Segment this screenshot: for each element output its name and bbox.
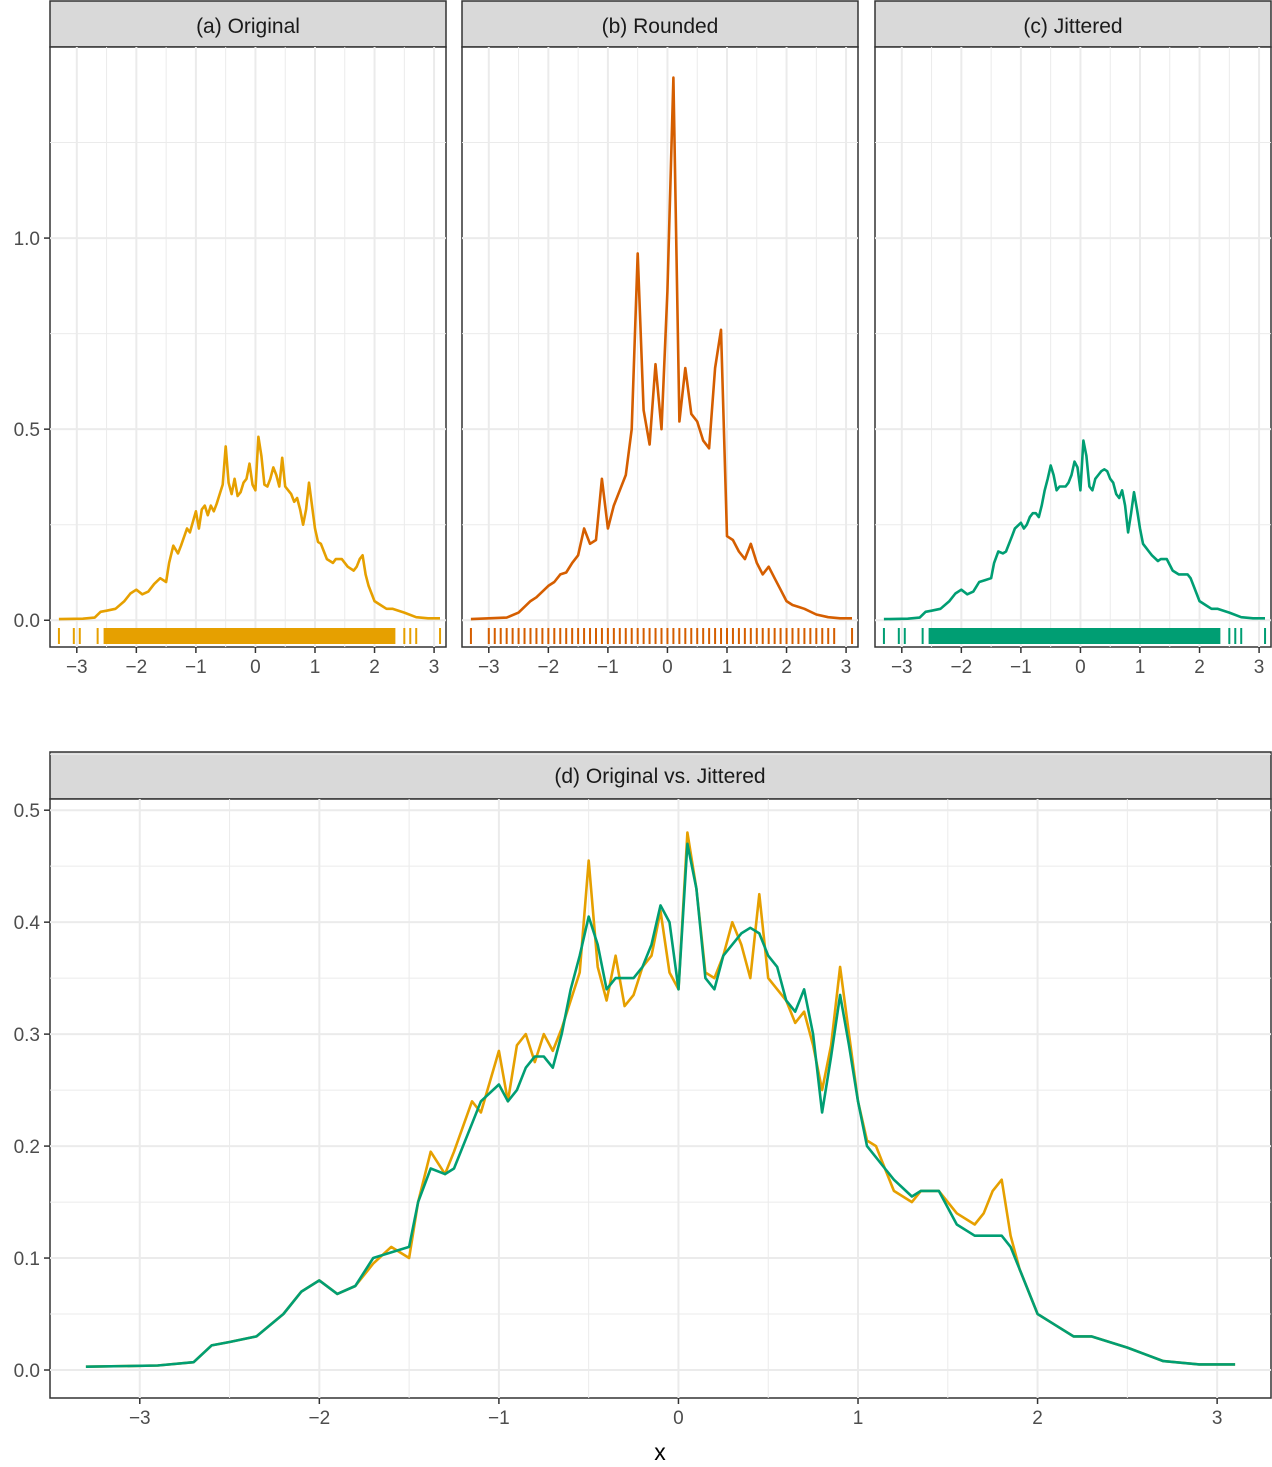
panel-a-title: (a) Original xyxy=(196,15,300,38)
panel-c: (c) Jittered −3 −2 −1 0 1 2 3 xyxy=(874,0,1272,678)
x-tick-label: 3 xyxy=(841,657,852,678)
panel-c-x-axis: −3 −2 −1 0 1 2 3 xyxy=(891,647,1264,678)
panel-a-density-line xyxy=(58,435,440,621)
panel-c-grid xyxy=(875,47,1271,647)
panel-b-x-axis: −3 −2 −1 0 1 2 3 xyxy=(478,647,851,678)
x-tick-label: 3 xyxy=(429,657,440,678)
x-tick-label: 1 xyxy=(310,657,321,678)
y-tick-label: 0.5 xyxy=(14,420,40,441)
x-tick-label: 3 xyxy=(1212,1408,1223,1429)
panel-a-rug xyxy=(57,628,442,644)
x-tick-label: −3 xyxy=(129,1408,151,1429)
y-tick-label: 0.5 xyxy=(14,801,40,822)
panel-a-y-axis: 0.0 0.5 1.0 xyxy=(14,229,50,632)
panel-c-strip xyxy=(874,0,1272,48)
x-tick-label: 2 xyxy=(1194,657,1205,678)
panel-d-strip xyxy=(49,751,1272,800)
panel-c-rug xyxy=(882,628,1267,644)
y-tick-label: 0.2 xyxy=(14,1137,40,1158)
x-tick-label: −1 xyxy=(597,657,619,678)
panel-c-density-line xyxy=(883,439,1265,621)
x-tick-label: 1 xyxy=(1135,657,1146,678)
x-tick-label: 3 xyxy=(1254,657,1265,678)
x-tick-label: 0 xyxy=(250,657,261,678)
panel-b-grid xyxy=(462,47,858,647)
x-tick-label: −1 xyxy=(488,1408,510,1429)
panel-d: (d) Original vs. Jittered −3 −2 −1 0 1 2 3 0.0… xyxy=(14,751,1272,1465)
panel-c-title: (c) Jittered xyxy=(1023,15,1122,38)
panel-d-grid xyxy=(50,753,1271,1398)
panel-d-plot-area xyxy=(49,798,1272,1399)
x-tick-label: 0 xyxy=(662,657,673,678)
x-tick-label: −3 xyxy=(66,657,88,678)
panel-a: (a) Original −3 −2 −1 0 1 2 3 0.0 0.5 1.0 xyxy=(14,0,447,678)
panel-b-plot-area xyxy=(461,46,859,648)
x-tick-label: −1 xyxy=(185,657,207,678)
y-tick-label: 0.0 xyxy=(14,1361,40,1382)
panel-a-x-axis: −3 −2 −1 0 1 2 3 xyxy=(66,647,439,678)
x-tick-label: 0 xyxy=(1075,657,1086,678)
panel-b-rug xyxy=(469,628,854,644)
x-tick-label: 0 xyxy=(673,1408,684,1429)
rug-band xyxy=(103,628,396,644)
x-tick-label: 2 xyxy=(369,657,380,678)
x-tick-label: −2 xyxy=(538,657,560,678)
rug-band xyxy=(928,628,1221,644)
panel-b-title: (b) Rounded xyxy=(602,15,719,38)
x-tick-label: 2 xyxy=(1032,1408,1043,1429)
y-tick-label: 1.0 xyxy=(14,229,40,250)
panel-b-density-line xyxy=(470,76,852,621)
panel-b-strip xyxy=(461,0,859,48)
panel-a-plot-area xyxy=(49,46,447,648)
x-tick-label: 2 xyxy=(781,657,792,678)
x-tick-label: 1 xyxy=(853,1408,864,1429)
panel-a-grid xyxy=(50,47,446,647)
x-tick-label: −3 xyxy=(891,657,913,678)
x-tick-label: −1 xyxy=(1010,657,1032,678)
panel-d-title: (d) Original vs. Jittered xyxy=(554,765,765,788)
x-tick-label: 1 xyxy=(722,657,733,678)
x-tick-label: −2 xyxy=(126,657,148,678)
y-tick-label: 0.4 xyxy=(14,913,41,934)
x-tick-label: −2 xyxy=(951,657,973,678)
y-tick-label: 0.3 xyxy=(14,1025,40,1046)
panel-d-y-axis: 0.0 0.1 0.2 0.3 0.4 0.5 xyxy=(14,801,50,1382)
panel-b: (b) Rounded −3 −2 −1 0 1 2 3 xyxy=(461,0,859,678)
x-axis-title: x xyxy=(654,1439,666,1465)
y-tick-label: 0.0 xyxy=(14,611,40,632)
panel-d-jittered-line xyxy=(85,842,1236,1368)
y-tick-label: 0.1 xyxy=(14,1249,40,1270)
x-tick-label: −3 xyxy=(478,657,500,678)
x-tick-label: −2 xyxy=(309,1408,331,1429)
panel-c-plot-area xyxy=(874,46,1272,648)
panel-a-strip xyxy=(49,0,447,48)
panel-d-x-axis: −3 −2 −1 0 1 2 3 xyxy=(129,1398,1222,1429)
